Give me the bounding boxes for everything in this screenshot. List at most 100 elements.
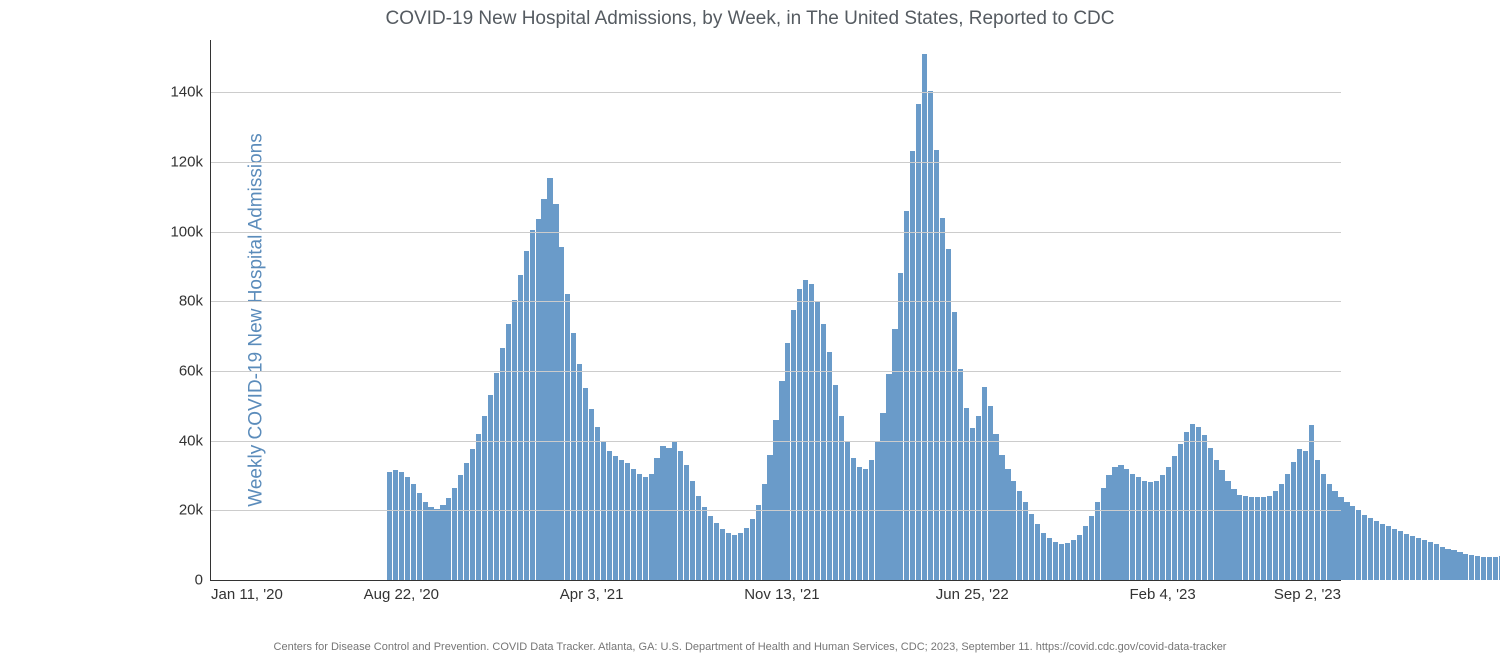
bar — [767, 455, 772, 580]
y-tick-label: 60k — [179, 362, 211, 379]
bar — [518, 275, 523, 580]
bar — [1332, 491, 1337, 580]
bar — [1445, 549, 1450, 580]
bar — [1279, 484, 1284, 580]
bar — [1451, 550, 1456, 580]
bar — [904, 211, 909, 580]
bar — [488, 395, 493, 580]
y-tick-label: 100k — [170, 223, 211, 240]
bar — [524, 251, 529, 580]
bar — [440, 505, 445, 580]
bar — [583, 388, 588, 580]
bar — [958, 369, 963, 580]
bar — [1101, 488, 1106, 580]
bar — [982, 387, 987, 580]
bar — [1428, 542, 1433, 580]
bar — [399, 472, 404, 580]
bar — [387, 472, 392, 580]
bar — [916, 104, 921, 580]
bar — [1440, 547, 1445, 580]
bar — [1208, 448, 1213, 580]
bar — [1273, 491, 1278, 580]
bar — [1481, 557, 1486, 580]
bar — [762, 484, 767, 580]
bar — [649, 474, 654, 580]
gridline — [211, 301, 1341, 302]
bar — [595, 427, 600, 580]
bar — [1267, 496, 1272, 580]
x-tick-label: Apr 3, '21 — [560, 580, 624, 603]
y-tick-label: 140k — [170, 84, 211, 101]
bar — [1196, 427, 1201, 580]
bar — [1344, 502, 1349, 580]
y-tick-label: 40k — [179, 432, 211, 449]
bar — [940, 218, 945, 580]
bar — [559, 247, 564, 580]
bar — [1166, 467, 1171, 580]
bar — [1059, 544, 1064, 580]
bar — [589, 409, 594, 580]
bar — [1410, 536, 1415, 580]
bar — [458, 475, 463, 580]
bar — [1398, 531, 1403, 580]
bar — [1017, 491, 1022, 580]
bar — [393, 470, 398, 580]
bar — [434, 509, 439, 580]
bar — [857, 467, 862, 580]
bar — [405, 477, 410, 580]
bar — [1041, 533, 1046, 580]
chart-title: COVID-19 New Hospital Admissions, by Wee… — [0, 0, 1500, 30]
bar — [1095, 502, 1100, 580]
bar — [553, 204, 558, 580]
bar — [1327, 484, 1332, 580]
bar — [1011, 481, 1016, 580]
bar — [863, 469, 868, 580]
bar — [678, 451, 683, 580]
bar — [803, 280, 808, 580]
bar — [1404, 534, 1409, 580]
bar — [1493, 557, 1498, 580]
bar — [1315, 460, 1320, 580]
x-tick-label: Aug 22, '20 — [364, 580, 439, 603]
bar — [1005, 469, 1010, 580]
bar — [1225, 481, 1230, 580]
bar — [779, 381, 784, 580]
bar — [1065, 543, 1070, 580]
bar — [744, 528, 749, 580]
bar — [1047, 538, 1052, 580]
bar — [541, 199, 546, 580]
bar — [1356, 510, 1361, 580]
bar — [934, 150, 939, 580]
bar — [886, 374, 891, 580]
bar — [1160, 475, 1165, 580]
bar — [797, 289, 802, 580]
bar — [637, 474, 642, 580]
bar — [1237, 495, 1242, 580]
x-tick-label: Jan 11, '20 — [211, 580, 283, 603]
bar — [1434, 544, 1439, 580]
bar — [1457, 552, 1462, 580]
bar — [536, 219, 541, 580]
bar — [827, 352, 832, 580]
bar — [1118, 465, 1123, 580]
bar — [702, 507, 707, 580]
bar — [625, 463, 630, 580]
bar — [1487, 557, 1492, 580]
bar — [922, 54, 927, 580]
bar — [1214, 460, 1219, 580]
bar — [928, 91, 933, 580]
citation-text: Centers for Disease Control and Preventi… — [0, 641, 1500, 653]
bar — [654, 458, 659, 580]
bar — [910, 151, 915, 580]
bar — [696, 496, 701, 580]
bar — [1077, 535, 1082, 580]
bar — [684, 465, 689, 580]
bar — [1148, 482, 1153, 580]
x-tick-label: Feb 4, '23 — [1129, 580, 1195, 603]
bar — [1243, 496, 1248, 580]
x-tick-label: Jun 25, '22 — [936, 580, 1009, 603]
bar — [1154, 481, 1159, 580]
bar — [1112, 467, 1117, 580]
bar — [1023, 502, 1028, 580]
bar — [660, 446, 665, 580]
